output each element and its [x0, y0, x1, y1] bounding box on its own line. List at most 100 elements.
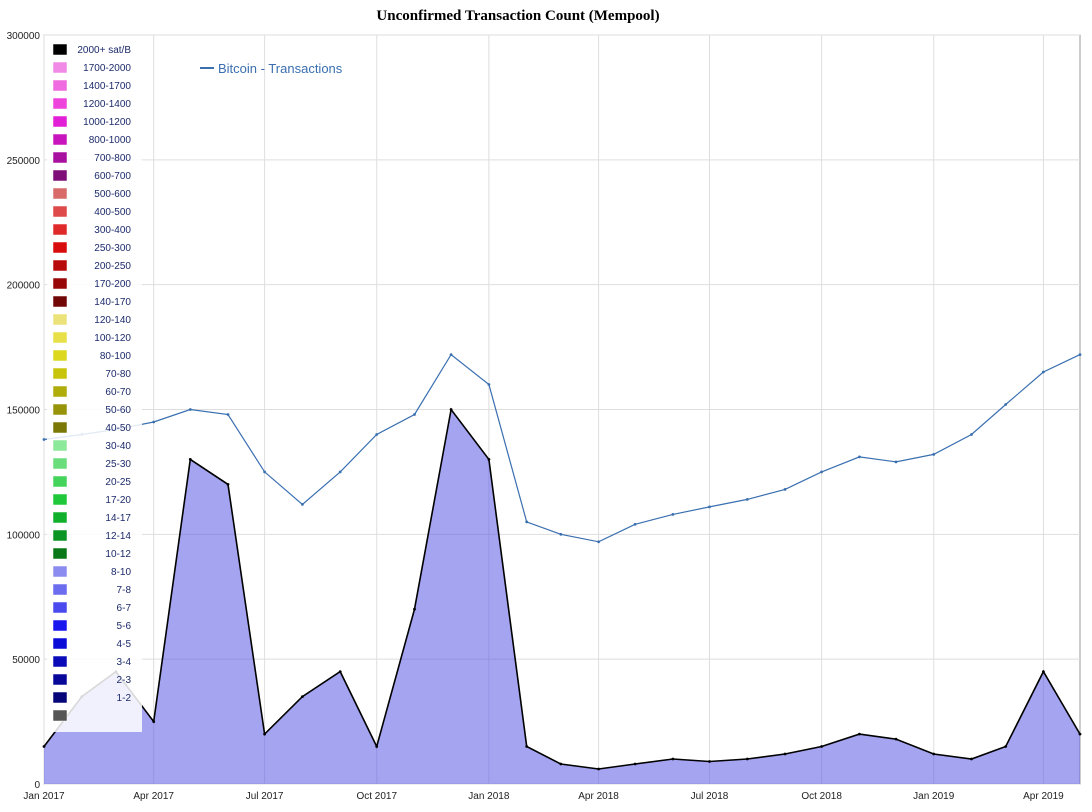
legend-label: 80-100 — [100, 351, 132, 362]
data-point — [671, 757, 675, 761]
x-tick-label: Jul 2017 — [246, 791, 284, 802]
data-point — [226, 483, 230, 486]
legend-label: 6-7 — [117, 603, 132, 614]
data-point — [226, 413, 230, 416]
legend-label: 30-40 — [105, 441, 131, 452]
data-point — [559, 532, 563, 536]
legend-label: 5-6 — [117, 621, 132, 632]
legend-label: 120-140 — [94, 315, 131, 326]
x-tick-label: Apr 2019 — [1023, 791, 1064, 802]
legend-label: 70-80 — [105, 369, 131, 380]
legend-swatch — [52, 295, 68, 308]
legend-label: 1-2 — [117, 693, 132, 704]
data-point — [932, 752, 936, 756]
legend-label: 20-25 — [105, 477, 131, 488]
legend-swatch — [52, 637, 68, 650]
y-tick-label: 200000 — [7, 281, 41, 292]
legend-label: 1000-1200 — [83, 117, 131, 128]
legend-swatch — [52, 259, 68, 272]
legend-swatch — [52, 421, 68, 434]
data-point — [970, 757, 973, 761]
x-tick-label: Oct 2018 — [801, 791, 842, 802]
data-point — [894, 737, 898, 741]
data-point — [1004, 745, 1008, 748]
x-tick-label: Oct 2017 — [356, 791, 397, 802]
data-point — [449, 408, 453, 411]
data-point — [525, 745, 529, 748]
legend-swatch — [52, 313, 68, 326]
legend-swatch — [52, 493, 68, 506]
legend-swatch — [52, 205, 68, 218]
legend-swatch — [52, 169, 68, 182]
data-point — [597, 540, 600, 544]
data-point — [413, 413, 416, 416]
data-point — [487, 458, 491, 461]
legend-label: 170-200 — [94, 279, 131, 290]
data-point — [1004, 403, 1008, 406]
legend-label: 140-170 — [94, 297, 131, 308]
legend-label: 2000+ sat/B — [77, 45, 131, 56]
x-tick-label: Jan 2017 — [23, 791, 65, 802]
x-tick-label: Jan 2018 — [468, 791, 510, 802]
legend-label: 600-700 — [94, 171, 131, 182]
y-tick-label: 300000 — [7, 31, 41, 42]
legend-label: 1200-1400 — [83, 99, 131, 110]
fee-legend: 2000+ sat/B 1700-2000 1400-1700 1200-1400 10… — [47, 40, 142, 732]
mempool-area-fill — [44, 409, 1080, 784]
legend-label: 25-30 — [105, 459, 131, 470]
legend-label: 14-17 — [105, 513, 131, 524]
data-point — [783, 752, 787, 756]
data-point — [597, 767, 600, 771]
data-point — [745, 498, 749, 501]
data-point — [858, 732, 861, 736]
data-point — [671, 513, 675, 516]
x-tick-label: Apr 2018 — [578, 791, 619, 802]
legend-swatch — [52, 439, 68, 452]
legend-swatch — [52, 79, 68, 92]
data-point — [970, 433, 973, 436]
data-point — [708, 505, 711, 509]
data-point — [263, 470, 266, 474]
x-tick-label: Apr 2017 — [133, 791, 174, 802]
data-point — [820, 470, 823, 474]
chart-title: Unconfirmed Transaction Count (Mempool) — [376, 8, 660, 24]
legend-swatch — [52, 43, 68, 56]
legend-swatch — [52, 475, 68, 488]
data-point — [263, 732, 266, 736]
legend-swatch — [52, 187, 68, 200]
data-point — [633, 762, 637, 766]
data-point — [745, 757, 749, 761]
legend-swatch — [52, 331, 68, 344]
data-point — [633, 522, 637, 526]
data-point — [188, 458, 192, 461]
data-point — [1042, 670, 1045, 673]
legend-label: 1400-1700 — [83, 81, 131, 92]
legend-label: 4-5 — [117, 639, 132, 650]
legend-swatch — [52, 511, 68, 524]
data-point — [894, 460, 898, 464]
legend-label: 10-12 — [105, 549, 131, 560]
legend-label: 200-250 — [94, 261, 131, 272]
legend-swatch — [52, 529, 68, 542]
data-point — [708, 760, 711, 763]
data-point — [858, 455, 861, 459]
data-point — [783, 488, 787, 491]
data-point — [301, 695, 304, 698]
data-point — [152, 420, 156, 424]
legend-label: 400-500 — [94, 207, 131, 218]
y-tick-label: 150000 — [7, 406, 41, 417]
y-tick-label: 250000 — [7, 156, 41, 167]
x-tick-label: Jul 2018 — [691, 791, 729, 802]
data-point — [1078, 353, 1082, 356]
legend-label: 40-50 — [105, 423, 131, 434]
data-point — [301, 503, 304, 506]
legend-label: 500-600 — [94, 189, 131, 200]
y-tick-label: 100000 — [7, 530, 41, 541]
data-point — [188, 408, 192, 411]
data-point — [1078, 732, 1082, 736]
series-legend: Bitcoin - Transactions — [200, 61, 343, 76]
y-tick-label: 50000 — [12, 655, 40, 666]
legend-label: 17-20 — [105, 495, 131, 506]
legend-label: 3-4 — [117, 657, 132, 668]
data-point — [338, 470, 342, 474]
